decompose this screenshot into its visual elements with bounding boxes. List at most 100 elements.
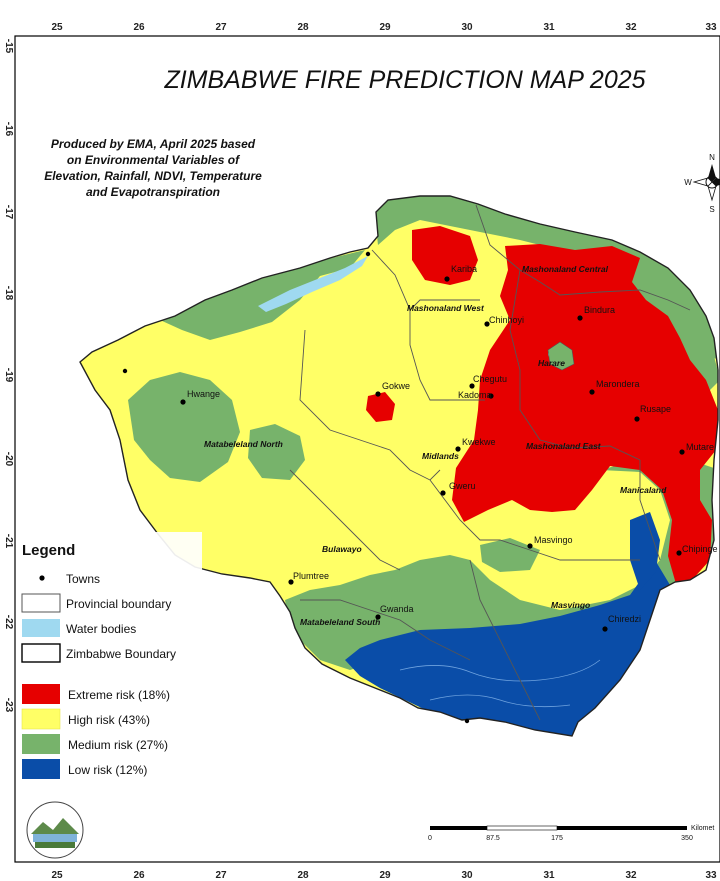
province-labels: Mashonaland Central Mashonaland West Har… — [204, 264, 667, 627]
extreme-risk-area — [366, 392, 395, 422]
svg-text:Kwekwe: Kwekwe — [462, 437, 496, 447]
svg-text:High risk (43%): High risk (43%) — [68, 713, 150, 727]
lon-tick-bottom: 31 — [543, 870, 555, 881]
legend-item-medium-risk: Medium risk (27%) — [22, 734, 168, 754]
lat-tick: -22 — [3, 615, 14, 630]
scale-label: 175 — [551, 835, 563, 842]
province-label: Mashonaland East — [526, 441, 602, 451]
lake-kariba — [258, 256, 368, 312]
legend-item-high-risk: High risk (43%) — [21, 708, 150, 730]
compass-n: N — [709, 153, 715, 162]
svg-text:Chiredzi: Chiredzi — [608, 614, 641, 624]
medium-risk-area — [128, 372, 240, 482]
medium-risk-area — [248, 424, 305, 480]
town-marker — [464, 718, 470, 724]
svg-text:Rusape: Rusape — [640, 404, 671, 414]
town-marker: Kariba — [444, 264, 477, 282]
province-label: Bulawayo — [322, 544, 362, 554]
town-marker: Plumtree — [288, 571, 329, 585]
lat-tick: -19 — [3, 368, 14, 383]
svg-text:Plumtree: Plumtree — [293, 571, 329, 581]
town-marker: Hwange — [180, 389, 220, 405]
town-marker: Kwekwe — [455, 437, 496, 452]
legend-panel — [16, 532, 202, 794]
svg-text:Zimbabwe Boundary: Zimbabwe Boundary — [66, 647, 176, 661]
lon-tick-bottom: 28 — [297, 870, 309, 881]
legend-item-extreme-risk: Extreme risk (18%) — [22, 684, 170, 704]
scale-unit: Kilomet — [691, 825, 714, 832]
towns: Kariba Chinhoyi Bindura Chegutu Kadoma M… — [122, 251, 718, 724]
scale-bar: 0 87.5 175 350 Kilomet — [428, 825, 714, 842]
lon-tick-top: 31 — [543, 22, 555, 33]
ema-logo — [26, 801, 84, 859]
svg-text:Mutare: Mutare — [686, 442, 714, 452]
town-marker: Bindura — [577, 305, 615, 321]
town-marker: Chiredzi — [602, 614, 641, 632]
legend-title: Legend — [22, 542, 75, 559]
province-label: Matabeleland South — [300, 617, 380, 627]
svg-text:Extreme risk (18%): Extreme risk (18%) — [68, 688, 170, 702]
legend-item-low-risk: Low risk (12%) — [22, 759, 147, 779]
lon-tick-top: 32 — [625, 22, 637, 33]
credit-line: on Environmental Variables of — [67, 153, 240, 167]
svg-text:Towns: Towns — [66, 572, 100, 586]
zimbabwe-country — [79, 195, 719, 737]
province-label: Harare — [538, 358, 565, 368]
credit-line: Produced by EMA, April 2025 based — [51, 137, 256, 151]
legend-item-zimbabwe-boundary: Zimbabwe Boundary — [21, 643, 176, 663]
legend-item-provincial-boundary: Provincial boundary — [21, 593, 171, 613]
svg-text:Marondera: Marondera — [596, 379, 640, 389]
town-marker: Rusape — [634, 404, 671, 422]
town-marker — [122, 368, 128, 374]
town-marker: Chipinge — [676, 544, 718, 556]
svg-text:Bindura: Bindura — [584, 305, 615, 315]
town-marker: Masvingo — [527, 535, 573, 549]
extreme-risk-area — [452, 244, 718, 584]
lat-tick: -23 — [3, 698, 14, 713]
svg-text:Medium risk (27%): Medium risk (27%) — [68, 738, 168, 752]
svg-text:Low risk (12%): Low risk (12%) — [68, 763, 147, 777]
lon-tick-bottom: 26 — [133, 870, 145, 881]
longitude-ticks-top: 25 26 27 28 29 30 31 32 33 — [51, 22, 717, 33]
lon-tick-top: 26 — [133, 22, 145, 33]
legend-item-water-bodies: Water bodies — [22, 619, 136, 637]
lon-tick-top: 33 — [705, 22, 717, 33]
low-risk-area — [345, 560, 670, 736]
lon-tick-top: 30 — [461, 22, 473, 33]
svg-text:Gwanda: Gwanda — [380, 604, 414, 614]
town-marker: Kadoma — [458, 390, 494, 400]
scale-label: 87.5 — [486, 835, 500, 842]
zimbabwe-boundary — [79, 195, 719, 737]
river — [429, 694, 571, 708]
legend: Legend Towns Provincial boundary Water b… — [16, 532, 202, 794]
svg-text:Chegutu: Chegutu — [473, 374, 507, 384]
harare-area — [547, 341, 575, 371]
lon-tick-bottom: 32 — [625, 870, 637, 881]
low-risk-area — [630, 512, 660, 590]
lat-tick: -17 — [3, 205, 14, 220]
lon-tick-bottom: 27 — [215, 870, 227, 881]
credit-line: and Evapotranspiration — [86, 185, 220, 199]
medium-risk-area — [160, 250, 365, 340]
province-label: Mashonaland West — [407, 303, 485, 313]
lat-tick: -20 — [3, 452, 14, 467]
province-label: Mashonaland Central — [522, 264, 609, 274]
svg-text:Gweru: Gweru — [449, 481, 476, 491]
lon-tick-top: 27 — [215, 22, 227, 33]
svg-text:Gokwe: Gokwe — [382, 381, 410, 391]
svg-text:Hwange: Hwange — [187, 389, 220, 399]
svg-text:Masvingo: Masvingo — [534, 535, 573, 545]
north-arrow-icon: N S W — [684, 153, 720, 214]
latitude-ticks: -15 -16 -17 -18 -19 -20 -21 -22 -23 — [3, 39, 14, 713]
town-marker: Gweru — [440, 481, 476, 496]
town-marker: Marondera — [589, 379, 640, 395]
svg-text:Kadoma: Kadoma — [458, 390, 492, 400]
lon-tick-top: 29 — [379, 22, 391, 33]
province-label: Masvingo — [551, 600, 590, 610]
lon-tick-bottom: 33 — [705, 870, 717, 881]
province-label: Manicaland — [620, 485, 667, 495]
town-marker: Chinhoyi — [484, 315, 524, 327]
town-marker: Chegutu — [469, 374, 507, 389]
longitude-ticks-bottom: 25 26 27 28 29 30 31 32 33 — [51, 870, 717, 881]
